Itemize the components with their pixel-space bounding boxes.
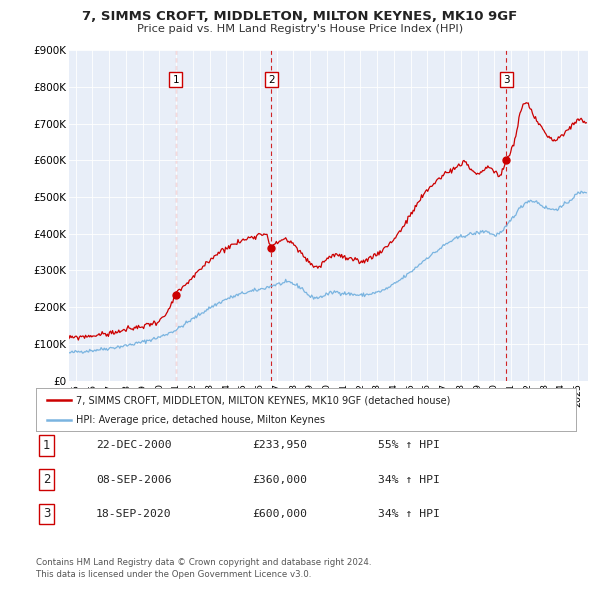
Text: £600,000: £600,000 — [252, 509, 307, 519]
Text: 22-DEC-2000: 22-DEC-2000 — [96, 441, 172, 450]
Text: 7, SIMMS CROFT, MIDDLETON, MILTON KEYNES, MK10 9GF: 7, SIMMS CROFT, MIDDLETON, MILTON KEYNES… — [82, 10, 518, 23]
Text: 34% ↑ HPI: 34% ↑ HPI — [378, 509, 440, 519]
Text: Price paid vs. HM Land Registry's House Price Index (HPI): Price paid vs. HM Land Registry's House … — [137, 25, 463, 34]
Text: 34% ↑ HPI: 34% ↑ HPI — [378, 475, 440, 484]
Text: 1: 1 — [43, 439, 50, 452]
Text: 7, SIMMS CROFT, MIDDLETON, MILTON KEYNES, MK10 9GF (detached house): 7, SIMMS CROFT, MIDDLETON, MILTON KEYNES… — [77, 395, 451, 405]
Text: Contains HM Land Registry data © Crown copyright and database right 2024.
This d: Contains HM Land Registry data © Crown c… — [36, 558, 371, 579]
Text: £233,950: £233,950 — [252, 441, 307, 450]
Text: 3: 3 — [43, 507, 50, 520]
Text: 3: 3 — [503, 74, 509, 84]
Text: HPI: Average price, detached house, Milton Keynes: HPI: Average price, detached house, Milt… — [77, 415, 325, 425]
Text: £360,000: £360,000 — [252, 475, 307, 484]
Text: 18-SEP-2020: 18-SEP-2020 — [96, 509, 172, 519]
Text: 55% ↑ HPI: 55% ↑ HPI — [378, 441, 440, 450]
Text: 2: 2 — [268, 74, 275, 84]
Text: 08-SEP-2006: 08-SEP-2006 — [96, 475, 172, 484]
Text: 1: 1 — [172, 74, 179, 84]
Text: 2: 2 — [43, 473, 50, 486]
